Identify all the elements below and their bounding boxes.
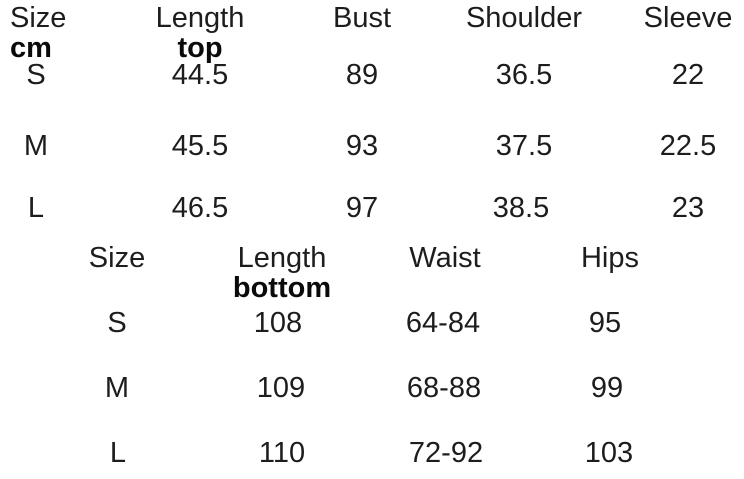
bottom-header-waist-label: Waist xyxy=(409,242,481,274)
bottom-row-l-waist: 72-92 xyxy=(408,437,484,469)
top-row-l-sleeve: 23 xyxy=(671,192,705,224)
top-row-l-length: 46.5 xyxy=(171,192,229,224)
top-header-sleeve: Sleeve xyxy=(644,3,733,33)
top-row-s-length: 44.5 xyxy=(171,59,229,91)
top-row-m-bust: 93 xyxy=(345,130,379,162)
top-header-size-label: Size xyxy=(10,2,67,34)
bottom-row-s-hips: 95 xyxy=(588,307,622,339)
bottom-row-l-length: 110 xyxy=(258,437,306,469)
top-row-s-bust: 89 xyxy=(345,59,379,91)
bottom-row-m-hips: 99 xyxy=(590,372,624,404)
bottom-row-m-waist: 68-88 xyxy=(406,372,482,404)
top-header-shoulder-label: Shoulder xyxy=(465,2,583,34)
top-header-size: Size cm xyxy=(10,3,66,63)
bottom-row-l-hips: 103 xyxy=(584,437,634,469)
top-row-l-shoulder: 38.5 xyxy=(492,192,550,224)
bottom-header-length-label: Length xyxy=(237,242,327,274)
top-row-m-size: M xyxy=(23,130,49,162)
unit-label-cm: cm xyxy=(10,32,52,64)
bottom-row-s-length: 108 xyxy=(253,307,303,339)
bottom-row-s-waist: 64-84 xyxy=(405,307,481,339)
top-header-length-sub: top xyxy=(177,32,223,64)
top-row-s-shoulder: 36.5 xyxy=(495,59,553,91)
bottom-header-length-sub: bottom xyxy=(232,272,332,304)
bottom-header-size: Size xyxy=(89,243,145,273)
bottom-header-hips-label: Hips xyxy=(580,242,640,274)
top-header-sleeve-label: Sleeve xyxy=(643,2,733,34)
bottom-row-m-size: M xyxy=(104,372,130,404)
bottom-header-length: Length bottom xyxy=(233,243,331,303)
bottom-header-waist: Waist xyxy=(409,243,480,273)
top-row-l-bust: 97 xyxy=(345,192,379,224)
bottom-header-hips: Hips xyxy=(581,243,639,273)
bottom-header-size-label: Size xyxy=(88,242,146,274)
bottom-row-s-size: S xyxy=(107,307,127,339)
bottom-row-l-size: L xyxy=(109,437,127,469)
top-header-length: Length top xyxy=(156,3,245,63)
bottom-row-m-length: 109 xyxy=(256,372,306,404)
top-row-m-shoulder: 37.5 xyxy=(495,130,553,162)
top-header-bust: Bust xyxy=(333,3,391,33)
top-row-l-size: L xyxy=(27,192,45,224)
top-row-m-length: 45.5 xyxy=(171,130,229,162)
top-header-bust-label: Bust xyxy=(332,2,392,34)
top-row-s-size: S xyxy=(26,59,46,91)
top-header-length-label: Length xyxy=(155,2,245,34)
top-header-shoulder: Shoulder xyxy=(466,3,582,33)
top-row-s-sleeve: 22 xyxy=(671,59,705,91)
top-row-m-sleeve: 22.5 xyxy=(659,130,717,162)
